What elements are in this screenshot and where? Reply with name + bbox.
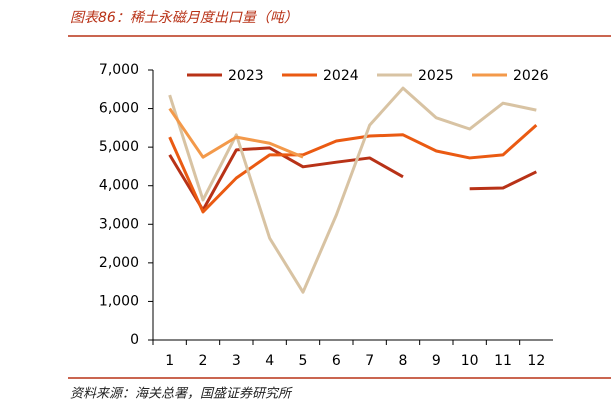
y-tick-label: 2,000 xyxy=(99,255,139,271)
y-tick-label: 4,000 xyxy=(99,178,139,194)
y-tick-label: 5,000 xyxy=(99,139,139,155)
series-line xyxy=(168,86,537,294)
x-tick-label: 4 xyxy=(265,353,274,369)
legend-label: 2025 xyxy=(418,68,454,84)
series-line xyxy=(168,107,304,159)
x-tick-label: 5 xyxy=(299,353,308,369)
x-tick-label: 2 xyxy=(199,353,208,369)
legend-label: 2023 xyxy=(228,68,264,84)
legend-label: 2026 xyxy=(513,68,549,84)
x-tick-label: 8 xyxy=(399,353,408,369)
chart-title: 图表86：稀土永磁月度出口量（吨） xyxy=(70,10,298,26)
x-tick-label: 12 xyxy=(527,353,545,369)
y-tick-label: 3,000 xyxy=(99,216,139,232)
x-tick-label: 7 xyxy=(365,353,374,369)
x-tick-label: 3 xyxy=(232,353,241,369)
legend-label: 2024 xyxy=(323,68,359,84)
x-tick-label: 10 xyxy=(461,353,479,369)
source: 资料来源：海关总署，国盛证券研究所 xyxy=(70,386,293,402)
series-line xyxy=(168,146,537,212)
y-tick-label: 0 xyxy=(130,332,139,348)
x-tick-label: 9 xyxy=(432,353,441,369)
x-tick-label: 1 xyxy=(165,353,174,369)
x-tick-label: 6 xyxy=(332,353,341,369)
x-tick-label: 11 xyxy=(494,353,512,369)
y-tick-label: 1,000 xyxy=(99,293,139,309)
y-tick-label: 6,000 xyxy=(99,101,139,117)
y-tick-label: 7,000 xyxy=(99,62,139,78)
series-line xyxy=(168,124,538,214)
